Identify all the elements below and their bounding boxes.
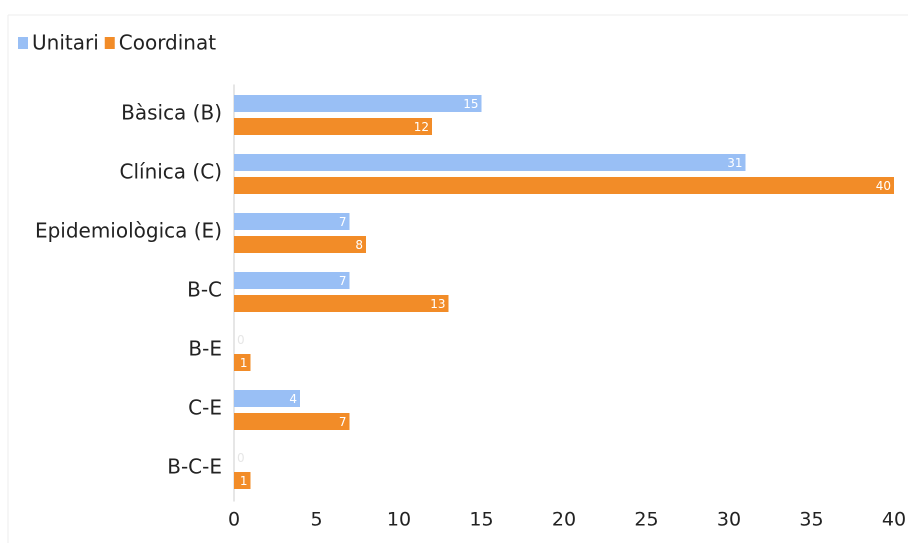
data-label: 15 (463, 97, 478, 111)
data-label: 13 (430, 297, 445, 311)
bar (234, 154, 746, 171)
bar (234, 472, 251, 489)
bar (234, 413, 350, 430)
data-label: 0 (237, 333, 245, 347)
data-label: 1 (240, 356, 248, 370)
bar (234, 177, 894, 194)
data-label: 0 (237, 451, 245, 465)
x-tick-label: 0 (228, 509, 240, 531)
bar (234, 295, 449, 312)
x-tick-label: 25 (634, 509, 658, 531)
x-tick-label: 35 (799, 509, 823, 531)
data-label: 7 (339, 415, 347, 429)
y-tick-label: B-E (188, 337, 222, 361)
x-tick-label: 30 (717, 509, 741, 531)
bar (234, 213, 350, 230)
data-label: 7 (339, 215, 347, 229)
legend-swatch (18, 37, 28, 49)
data-label: 31 (727, 156, 742, 170)
data-label: 4 (289, 392, 297, 406)
y-tick-label: Clínica (C) (120, 160, 223, 184)
legend-label: Coordinat (119, 31, 216, 55)
x-tick-label: 15 (469, 509, 493, 531)
x-tick-label: 5 (310, 509, 322, 531)
legend-label: Unitari (32, 31, 99, 55)
data-label: 40 (876, 179, 891, 193)
data-label: 8 (355, 238, 363, 252)
legend-swatch (104, 37, 115, 49)
x-tick-label: 20 (552, 509, 576, 531)
bar (234, 390, 300, 407)
x-tick-label: 40 (882, 509, 906, 531)
x-tick-label: 10 (387, 509, 411, 531)
bar (234, 118, 432, 135)
y-tick-label: C-E (188, 396, 222, 420)
bar (234, 236, 366, 253)
bar (234, 272, 350, 289)
y-tick-label: Epidemiològica (E) (35, 219, 222, 243)
data-label: 7 (339, 274, 347, 288)
y-tick-label: B-C-E (167, 455, 222, 479)
data-label: 1 (240, 474, 248, 488)
data-label: 12 (414, 120, 429, 134)
y-tick-label: B-C (187, 278, 222, 302)
y-tick-label: Bàsica (B) (121, 101, 222, 125)
bar (234, 354, 251, 371)
bar (234, 95, 482, 112)
